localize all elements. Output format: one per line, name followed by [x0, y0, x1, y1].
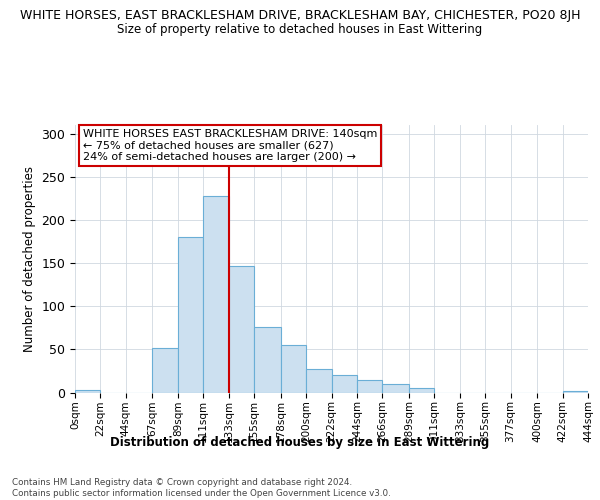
Bar — [331, 375, 357, 392]
Y-axis label: Number of detached properties: Number of detached properties — [23, 166, 36, 352]
Bar — [203, 196, 229, 392]
Bar — [229, 266, 254, 392]
Bar — [306, 369, 331, 392]
Text: WHITE HORSES EAST BRACKLESHAM DRIVE: 140sqm
← 75% of detached houses are smaller: WHITE HORSES EAST BRACKLESHAM DRIVE: 140… — [83, 129, 377, 162]
Text: Contains HM Land Registry data © Crown copyright and database right 2024.
Contai: Contains HM Land Registry data © Crown c… — [12, 478, 391, 498]
Bar — [152, 348, 178, 393]
Bar — [563, 391, 588, 392]
Bar — [409, 388, 434, 392]
Bar — [75, 390, 100, 392]
Bar — [357, 380, 382, 392]
Text: Distribution of detached houses by size in East Wittering: Distribution of detached houses by size … — [110, 436, 490, 449]
Bar — [382, 384, 409, 392]
Bar — [178, 237, 203, 392]
Text: WHITE HORSES, EAST BRACKLESHAM DRIVE, BRACKLESHAM BAY, CHICHESTER, PO20 8JH: WHITE HORSES, EAST BRACKLESHAM DRIVE, BR… — [20, 9, 580, 22]
Bar — [281, 345, 306, 393]
Bar — [254, 327, 281, 392]
Text: Size of property relative to detached houses in East Wittering: Size of property relative to detached ho… — [118, 22, 482, 36]
